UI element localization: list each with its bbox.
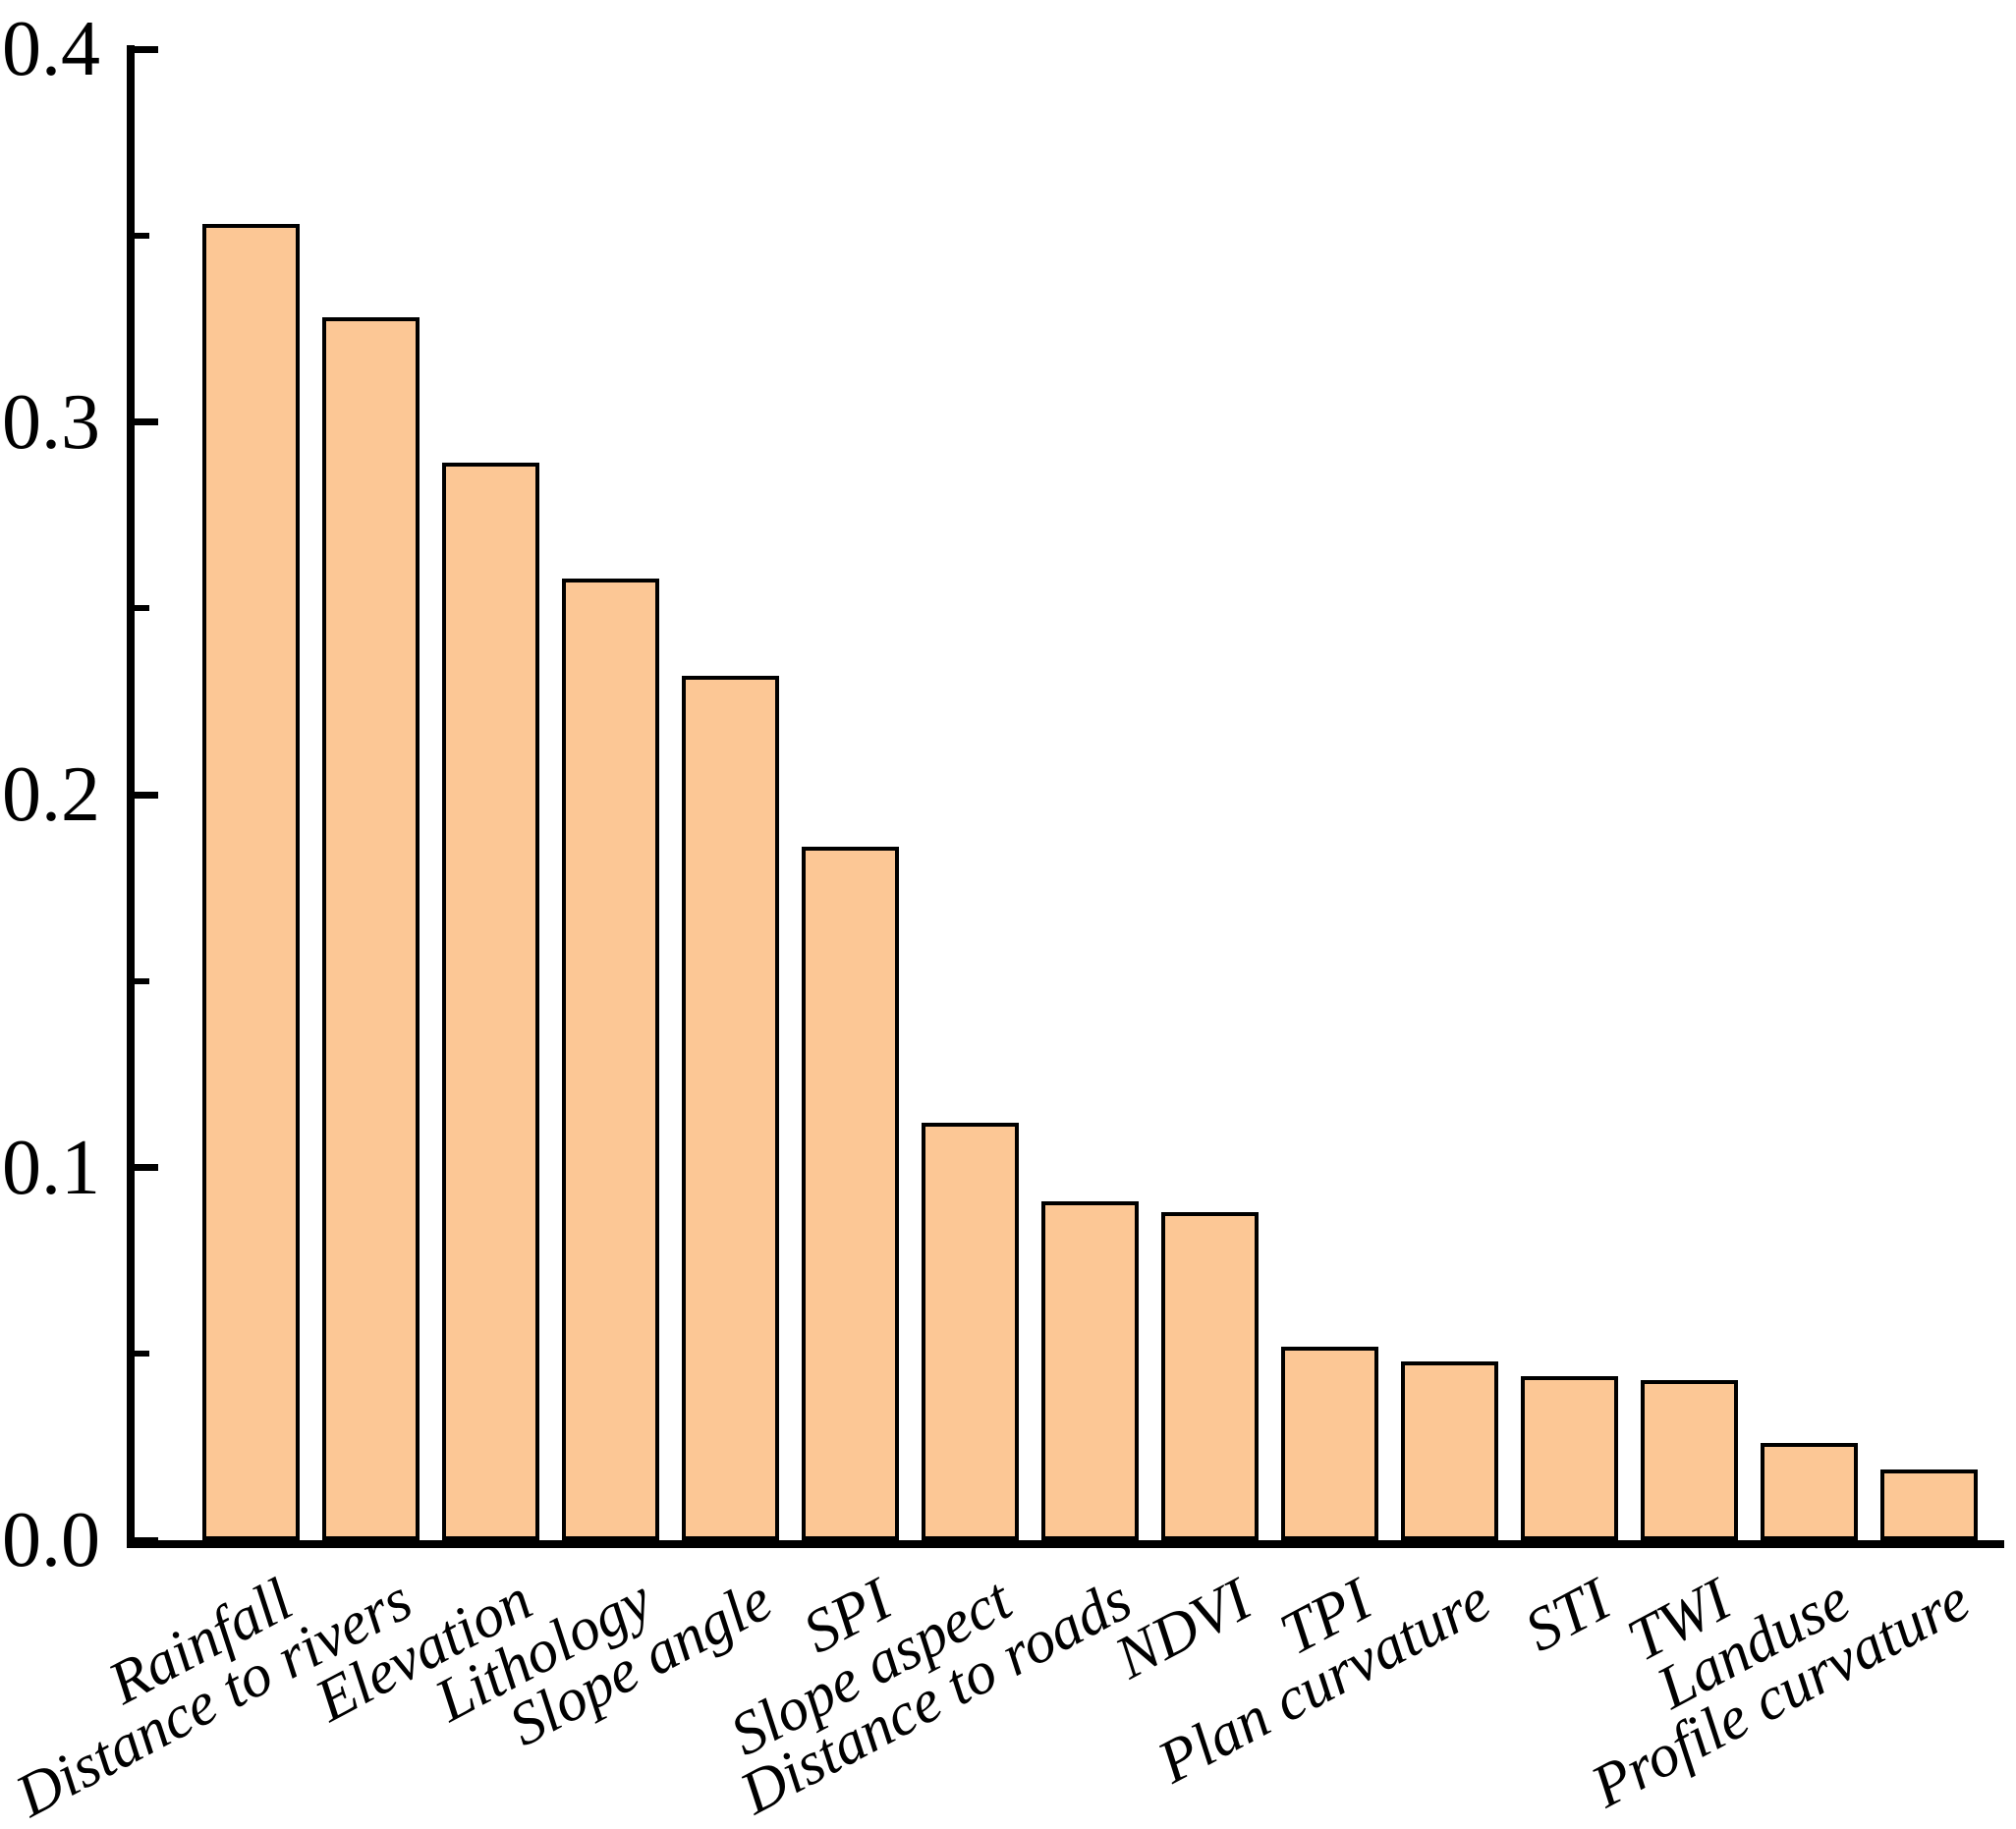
bar-profile-curvature	[1880, 1469, 1978, 1540]
y-major-tick	[135, 418, 158, 425]
y-major-tick	[135, 1164, 158, 1171]
bar-distance-to-roads	[1041, 1201, 1139, 1540]
y-minor-tick	[135, 1351, 149, 1358]
x-category-label: NDVI	[1104, 1566, 1262, 1692]
bar-sti	[1521, 1376, 1618, 1540]
y-minor-tick	[135, 977, 149, 984]
bar-tpi	[1281, 1347, 1378, 1540]
y-major-tick	[135, 45, 158, 53]
bar-lithology	[562, 579, 659, 1540]
bar-plan-curvature	[1401, 1361, 1498, 1540]
y-tick-label: 0.1	[2, 1124, 100, 1211]
bar-rainfall	[202, 224, 300, 1540]
y-tick-label: 0.4	[2, 6, 100, 92]
x-category-label: STI	[1515, 1566, 1622, 1665]
bar-twi	[1641, 1380, 1738, 1540]
bar-slope-aspect	[922, 1123, 1019, 1540]
y-minor-tick	[135, 232, 149, 239]
y-major-tick	[135, 791, 158, 799]
bar-slope-angle	[682, 676, 779, 1540]
bar-elevation	[442, 463, 539, 1540]
bar-landuse	[1761, 1443, 1858, 1540]
bar-ndvi	[1161, 1212, 1259, 1540]
bar-spi	[802, 847, 899, 1540]
y-tick-label: 0.3	[2, 378, 100, 466]
y-tick-label: 0.0	[2, 1497, 100, 1583]
bar-distance-to-rivers	[322, 317, 420, 1540]
y-axis-spine	[127, 45, 135, 1548]
y-minor-tick	[135, 605, 149, 612]
x-axis-spine	[127, 1540, 2004, 1548]
y-tick-label: 0.2	[2, 751, 100, 838]
y-major-tick	[135, 1536, 158, 1544]
